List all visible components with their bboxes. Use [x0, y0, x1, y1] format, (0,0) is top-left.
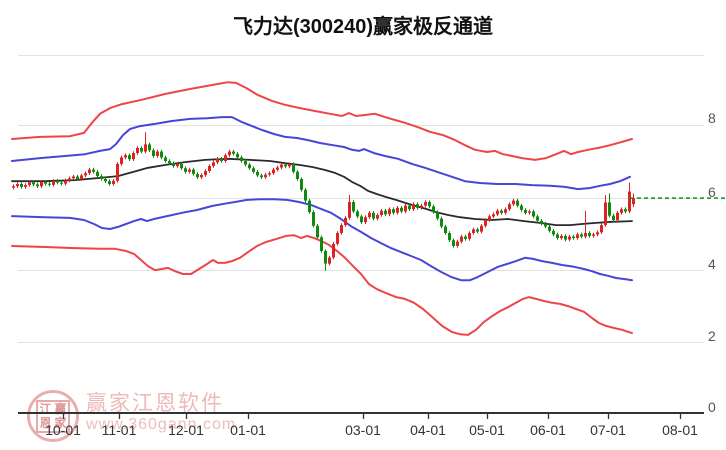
watermark-url-text: www.360gann.com [86, 416, 237, 433]
seal-char: 江 [39, 401, 52, 416]
seal-char: 赢 [54, 401, 67, 416]
seal-char: 恩 [39, 416, 52, 431]
x-axis-label: 12-01 [168, 422, 204, 438]
x-axis-label: 06-01 [530, 422, 566, 438]
middle-black-ma [11, 157, 633, 227]
upper-blue-channel [11, 116, 631, 191]
y-axis-label: 4 [708, 256, 716, 272]
watermark-brand-text: 赢家江恩软件 [86, 392, 224, 415]
watermark-seal-characters: 江 赢 恩 家 [36, 399, 70, 433]
upper-red-channel [11, 81, 633, 161]
x-axis-label: 01-01 [230, 422, 266, 438]
y-axis-label: 2 [708, 328, 716, 344]
channel-lines [11, 81, 633, 336]
lower-red-channel [11, 234, 633, 336]
x-axis: 10-01 11-01 12-01 01-01 03-01 04-01 05-01 06-01… [18, 412, 704, 438]
y-axis-labels: 8 6 4 2 0 [708, 110, 716, 415]
y-axis-label: 8 [708, 110, 716, 126]
x-axis-label: 10-01 [45, 422, 81, 438]
watermark-seal: 江 赢 恩 家 [27, 390, 79, 442]
x-axis-label: 04-01 [410, 422, 446, 438]
y-axis-label: 6 [708, 184, 716, 200]
x-axis-label: 03-01 [345, 422, 381, 438]
chart-title: 飞力达(300240)赢家极反通道 [232, 16, 494, 38]
x-axis-label: 05-01 [469, 422, 505, 438]
seal-char: 家 [54, 416, 67, 431]
gridlines [18, 55, 704, 343]
price-candles [12, 132, 635, 271]
x-axis-label: 08-01 [662, 422, 698, 438]
lower-blue-channel [11, 198, 633, 282]
x-axis-label: 11-01 [102, 422, 137, 438]
y-axis-label: 0 [708, 399, 716, 415]
x-axis-label: 07-01 [590, 422, 626, 438]
